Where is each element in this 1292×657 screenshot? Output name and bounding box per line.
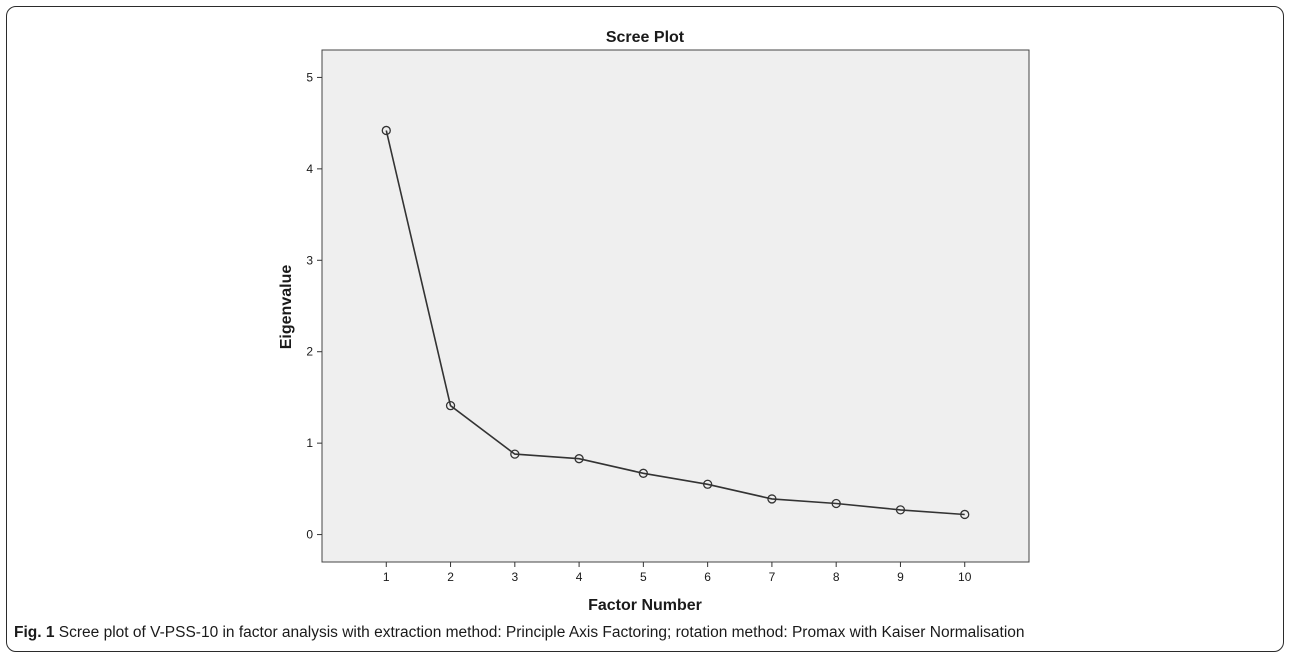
caption-text: Scree plot of V-PSS-10 in factor analysi…	[58, 624, 1025, 641]
data-point-marker	[767, 494, 777, 504]
x-tick-label: 9	[897, 570, 904, 584]
y-tick-label: 5	[306, 70, 313, 84]
y-axis-label: Eigenvalue	[278, 265, 295, 350]
x-axis: 1 2 3 4 5 6 7 8 9 10	[383, 562, 972, 584]
x-tick-label: 7	[769, 570, 776, 584]
data-point-marker	[381, 125, 391, 136]
x-tick-label: 6	[704, 570, 711, 584]
series-eigenvalues	[381, 125, 970, 520]
y-axis: 0 1 2 3 4 5	[306, 70, 322, 542]
chart-title: Scree Plot	[606, 29, 685, 46]
x-tick-label: 8	[833, 570, 840, 584]
y-tick-label: 1	[306, 436, 313, 450]
figure-frame	[6, 6, 1284, 652]
data-point-marker	[638, 468, 649, 478]
data-point-marker	[831, 498, 841, 509]
x-tick-label: 4	[576, 570, 583, 584]
y-tick-label: 4	[306, 162, 313, 176]
y-tick-label: 0	[306, 528, 313, 542]
plot-area	[321, 49, 1030, 563]
data-point-marker	[510, 449, 520, 459]
y-tick-label: 3	[306, 253, 313, 267]
x-tick-label: 2	[447, 570, 454, 584]
data-point-marker	[702, 479, 713, 489]
figure-caption: Fig. 1 Scree plot of V-PSS-10 in factor …	[14, 624, 1025, 642]
y-tick-label: 2	[306, 345, 313, 359]
data-point-marker	[895, 505, 906, 515]
data-point-marker	[445, 401, 456, 411]
x-axis-label: Factor Number	[588, 597, 702, 614]
data-point-marker	[960, 509, 970, 520]
x-tick-label: 5	[640, 570, 647, 584]
data-point-marker	[574, 454, 584, 464]
x-tick-label: 10	[958, 570, 972, 584]
x-tick-label: 3	[511, 570, 518, 584]
x-tick-label: 1	[383, 570, 390, 584]
caption-label: Fig. 1	[14, 624, 55, 641]
series-line	[385, 130, 965, 516]
